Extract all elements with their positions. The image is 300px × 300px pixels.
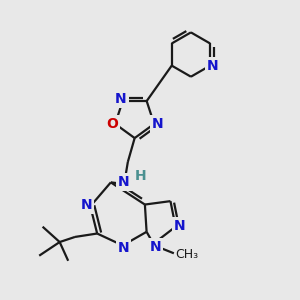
Text: N: N (80, 198, 92, 212)
Text: CH₃: CH₃ (176, 248, 199, 262)
Text: N: N (174, 219, 185, 233)
Text: N: N (118, 241, 129, 255)
Text: H: H (135, 169, 147, 183)
Text: N: N (118, 175, 130, 189)
Text: N: N (149, 240, 161, 254)
Text: N: N (115, 92, 127, 106)
Text: N: N (207, 58, 219, 73)
Text: O: O (106, 117, 118, 131)
Text: N: N (152, 117, 163, 131)
